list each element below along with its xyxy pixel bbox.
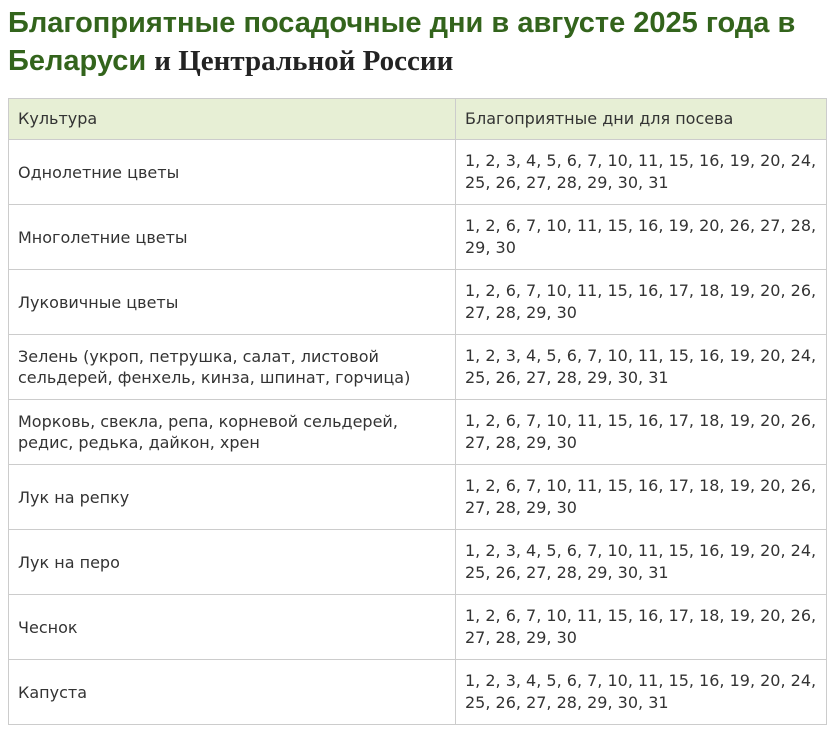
- days-cell: 1, 2, 6, 7, 10, 11, 15, 16, 17, 18, 19, …: [455, 269, 827, 336]
- culture-cell: Зелень (укроп, петрушка, салат, листовой…: [8, 334, 456, 401]
- culture-cell: Лук на перо: [8, 529, 456, 596]
- table-row: Лук на перо 1, 2, 3, 4, 5, 6, 7, 10, 11,…: [8, 529, 827, 596]
- table-body: Однолетние цветы 1, 2, 3, 4, 5, 6, 7, 10…: [8, 139, 827, 726]
- page-title-main: Благоприятные посадочные дни в августе 2…: [8, 7, 796, 77]
- days-cell: 1, 2, 3, 4, 5, 6, 7, 10, 11, 15, 16, 19,…: [455, 659, 827, 726]
- culture-cell: Морковь, свекла, репа, корневой сельдере…: [8, 399, 456, 466]
- culture-cell: Капуста: [8, 659, 456, 726]
- days-cell: 1, 2, 3, 4, 5, 6, 7, 10, 11, 15, 16, 19,…: [455, 139, 827, 206]
- column-header-culture: Культура: [8, 98, 456, 141]
- table-row: Чеснок 1, 2, 6, 7, 10, 11, 15, 16, 17, 1…: [8, 594, 827, 661]
- days-cell: 1, 2, 6, 7, 10, 11, 15, 16, 17, 18, 19, …: [455, 464, 827, 531]
- days-cell: 1, 2, 6, 7, 10, 11, 15, 16, 19, 20, 26, …: [455, 204, 827, 271]
- planting-days-table: Культура Благоприятные дни для посева Од…: [8, 98, 827, 726]
- culture-cell: Луковичные цветы: [8, 269, 456, 336]
- table-row: Однолетние цветы 1, 2, 3, 4, 5, 6, 7, 10…: [8, 139, 827, 206]
- table-row: Многолетние цветы 1, 2, 6, 7, 10, 11, 15…: [8, 204, 827, 271]
- page-title-serif: и Центральной России: [154, 44, 454, 77]
- table-row: Луковичные цветы 1, 2, 6, 7, 10, 11, 15,…: [8, 269, 827, 336]
- table-row: Капуста 1, 2, 3, 4, 5, 6, 7, 10, 11, 15,…: [8, 659, 827, 726]
- table-header-row: Культура Благоприятные дни для посева: [8, 98, 827, 141]
- days-cell: 1, 2, 3, 4, 5, 6, 7, 10, 11, 15, 16, 19,…: [455, 334, 827, 401]
- column-header-favorable-days: Благоприятные дни для посева: [455, 98, 827, 141]
- culture-cell: Однолетние цветы: [8, 139, 456, 206]
- days-cell: 1, 2, 6, 7, 10, 11, 15, 16, 17, 18, 19, …: [455, 594, 827, 661]
- culture-cell: Чеснок: [8, 594, 456, 661]
- culture-cell: Многолетние цветы: [8, 204, 456, 271]
- table-row: Лук на репку 1, 2, 6, 7, 10, 11, 15, 16,…: [8, 464, 827, 531]
- table-row: Зелень (укроп, петрушка, салат, листовой…: [8, 334, 827, 401]
- page-title: Благоприятные посадочные дни в августе 2…: [8, 4, 824, 79]
- table-row: Морковь, свекла, репа, корневой сельдере…: [8, 399, 827, 466]
- culture-cell: Лук на репку: [8, 464, 456, 531]
- days-cell: 1, 2, 6, 7, 10, 11, 15, 16, 17, 18, 19, …: [455, 399, 827, 466]
- days-cell: 1, 2, 3, 4, 5, 6, 7, 10, 11, 15, 16, 19,…: [455, 529, 827, 596]
